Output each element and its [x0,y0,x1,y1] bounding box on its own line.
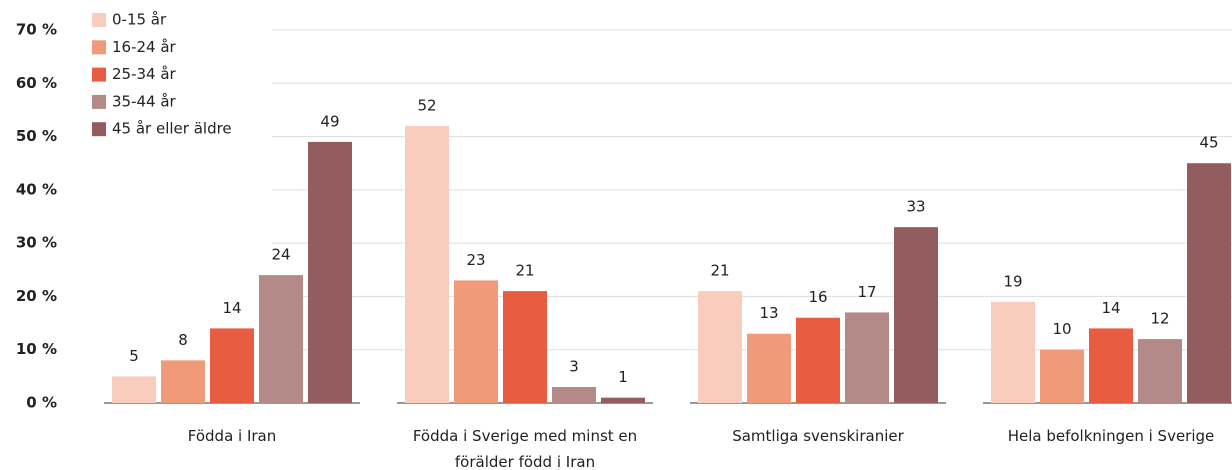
bar [991,301,1035,403]
y-tick-label: 60 % [16,74,57,92]
bar [1040,349,1084,403]
y-tick-label: 0 % [26,394,57,412]
y-tick-label: 40 % [16,180,57,198]
bar [698,291,742,403]
legend-swatch [92,94,106,109]
bar [894,227,938,403]
legend-swatch [92,40,106,55]
data-label: 16 [808,288,827,306]
bar [112,376,156,403]
y-tick-label: 70 % [16,21,57,39]
data-label: 14 [1101,299,1120,317]
x-tick-label: Födda i Sverige med minst en förälder fö… [412,427,638,470]
legend-label: 16-24 år [112,38,177,56]
data-label: 13 [759,304,778,322]
data-label: 19 [1003,272,1022,290]
data-label: 49 [320,112,339,130]
data-label: 24 [271,246,290,264]
bar [1138,339,1182,403]
y-tick-label: 10 % [16,340,57,358]
data-label: 17 [857,283,876,301]
x-tick-label: Samtliga svenskiranier [732,427,904,445]
bar [747,333,791,403]
legend-swatch [92,67,106,82]
bar [601,397,645,403]
data-label: 23 [466,251,485,269]
bar [259,275,303,403]
legend-label: 25-34 år [112,65,177,83]
legend-swatch [92,122,106,137]
legend-label: 45 år eller äldre [112,120,232,138]
bar [210,328,254,403]
data-label: 14 [222,299,241,317]
data-label: 3 [569,358,579,376]
bar [1089,328,1133,403]
data-label: 1 [618,368,628,386]
bar [845,312,889,403]
bar [161,360,205,403]
bar [503,291,547,403]
data-label: 21 [515,262,534,280]
legend-swatch [92,13,106,27]
legend-label: 0-15 år [112,11,167,29]
bar [796,317,840,403]
y-tick-label: 30 % [16,234,57,252]
data-label: 52 [417,96,436,114]
legend-label: 35-44 år [112,92,177,110]
y-tick-label: 50 % [16,127,57,145]
x-tick-label: Hela befolkningen i Sverige [1007,427,1215,445]
data-label: 8 [178,331,188,349]
data-label: 5 [129,347,139,365]
data-label: 12 [1150,310,1169,328]
bar [1187,163,1231,403]
bar [454,280,498,403]
y-tick-label: 20 % [16,287,57,305]
data-label: 10 [1052,320,1071,338]
bar [308,141,352,403]
bar [552,387,596,403]
data-label: 21 [710,262,729,280]
bar [405,125,449,404]
data-label: 33 [906,198,925,216]
data-label: 45 [1199,134,1218,152]
x-tick-label: Födda i Iran [187,427,277,445]
